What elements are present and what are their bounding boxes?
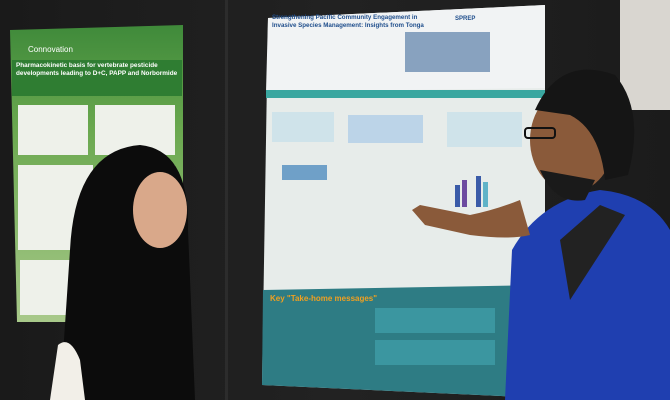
poster-title-box: Strengthening Pacific Community Engageme… (272, 14, 424, 30)
man-beard (540, 170, 595, 201)
message-box (375, 340, 495, 365)
table (348, 115, 423, 143)
table (272, 112, 334, 142)
woman-face (133, 172, 187, 248)
man-arm (412, 200, 530, 238)
chart-thumb (483, 182, 488, 207)
poster-title: Strengthening Pacific Community Engageme… (272, 14, 424, 30)
chart-thumb (455, 185, 460, 207)
woman-top (50, 342, 85, 400)
poster-brand: Connovation (28, 45, 73, 54)
backpack-strap (560, 205, 625, 300)
poster-panel (18, 105, 88, 155)
man-shirt (505, 190, 670, 400)
chart-thumb (282, 165, 327, 180)
glasses (524, 127, 556, 139)
poster-title-box: Pharmacokinetic basis for vertebrate pes… (16, 62, 178, 77)
curtain-fold (225, 0, 228, 400)
man-hair (535, 69, 635, 180)
table (447, 112, 522, 147)
background-wall (620, 0, 670, 110)
chart-thumb (476, 176, 481, 207)
poster-banner (12, 60, 182, 96)
take-home-heading: Key "Take-home messages" (270, 294, 377, 303)
poster-logo: SPREP (455, 16, 475, 22)
message-box (375, 308, 495, 333)
poster-title: Pharmacokinetic basis for vertebrate pes… (16, 62, 178, 77)
chart-thumb (462, 180, 467, 207)
diagram (405, 32, 490, 72)
section-bar (266, 90, 545, 98)
